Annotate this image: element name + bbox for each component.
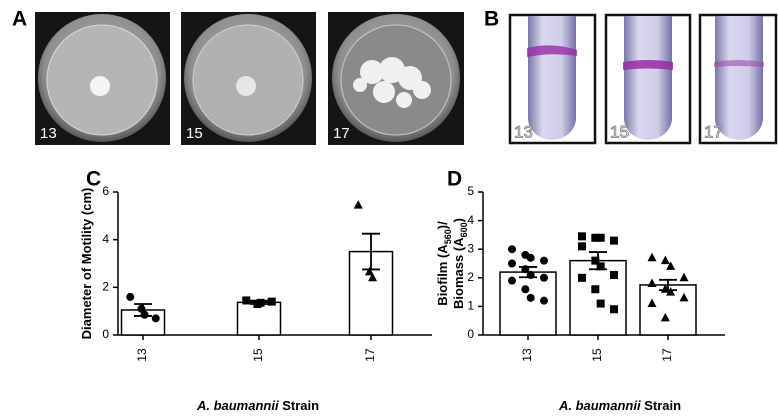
data-point <box>151 314 160 323</box>
data-point <box>666 261 676 270</box>
data-point <box>679 272 689 282</box>
y-label-part: Biofilm (A <box>435 244 450 306</box>
y-tick-label: 4 <box>102 232 109 246</box>
data-point <box>596 262 605 271</box>
y-tick-label: 2 <box>102 280 109 294</box>
x-label-word: Strain <box>282 398 319 413</box>
panel-label: A <box>12 8 27 31</box>
y-label-part: )/ <box>435 221 450 229</box>
y-label-part: ) <box>451 218 466 222</box>
x-tick-label: 15 <box>251 348 265 362</box>
data-point <box>508 276 516 285</box>
data-point <box>368 272 378 282</box>
photo-label: 17 <box>704 122 723 141</box>
data-point <box>660 312 670 322</box>
data-point <box>610 270 618 279</box>
photo-label: 13 <box>514 122 533 141</box>
data-point <box>591 256 600 265</box>
y-tick-label: 0 <box>467 327 474 341</box>
photo-label: 15 <box>610 122 629 141</box>
y-tick-label: 2 <box>467 270 474 284</box>
data-point <box>596 299 605 308</box>
data-point <box>364 266 374 276</box>
data-point <box>267 297 276 306</box>
data-point <box>679 292 689 302</box>
data-point <box>540 256 548 265</box>
data-point <box>521 265 530 274</box>
data-point <box>540 296 548 305</box>
photo-label: 17 <box>333 125 350 142</box>
y-label-part: 600 <box>459 222 469 237</box>
data-point <box>647 298 657 308</box>
data-point <box>126 292 135 301</box>
data-point <box>610 305 618 314</box>
y-tick-label: 0 <box>102 327 109 341</box>
data-point <box>540 273 548 282</box>
y-tick-label: 3 <box>467 241 474 255</box>
data-point <box>578 242 586 251</box>
y-tick-label: 6 <box>102 184 109 198</box>
panel-label: C <box>86 168 101 191</box>
y-label-part: Diameter of Motility (cm) <box>79 188 94 340</box>
y-axis-label: Diameter of Motility (cm) <box>79 188 94 340</box>
y-label-part: 560 <box>443 229 453 244</box>
data-point <box>526 270 535 279</box>
data-point <box>666 287 676 296</box>
data-point <box>596 233 605 242</box>
data-point <box>353 200 363 209</box>
x-axis-label: A. baumannii Strain <box>196 398 319 413</box>
data-point <box>610 236 618 245</box>
x-tick-label: 15 <box>590 348 604 362</box>
data-point <box>526 253 535 262</box>
data-point <box>508 245 516 254</box>
data-point <box>526 293 535 302</box>
data-point <box>140 310 149 319</box>
y-tick-label: 5 <box>467 184 474 198</box>
photo-label: 15 <box>186 125 203 142</box>
y-label-part: Biomass (A <box>451 237 466 309</box>
photo-a <box>35 12 464 145</box>
panel-label: D <box>447 168 462 191</box>
y-axis-label: Biofilm (A560)/Biomass (A600) <box>435 218 469 309</box>
x-axis-label: A. baumannii Strain <box>558 398 681 413</box>
x-label-species: A. baumannii <box>196 398 279 413</box>
panel-label: B <box>484 8 499 31</box>
data-point <box>508 259 516 268</box>
tubes <box>527 16 764 140</box>
x-label-word: Strain <box>644 398 681 413</box>
x-tick-label: 17 <box>660 348 674 362</box>
data-point <box>256 298 265 307</box>
x-tick-label: 13 <box>135 348 149 362</box>
data-point <box>660 284 670 293</box>
data-point <box>137 304 146 313</box>
data-point <box>521 285 530 294</box>
x-label-species: A. baumannii <box>558 398 641 413</box>
data-point <box>242 296 251 305</box>
data-point <box>591 233 600 242</box>
data-point <box>647 278 657 288</box>
data-point <box>578 232 586 241</box>
data-point <box>647 252 657 262</box>
data-point <box>591 285 600 294</box>
error-bar <box>362 232 380 271</box>
x-tick-label: 13 <box>520 348 534 362</box>
data-point <box>660 255 670 265</box>
photo-label: 13 <box>40 125 57 142</box>
data-point <box>578 273 586 282</box>
y-tick-label: 1 <box>467 299 474 313</box>
y-tick-label: 4 <box>467 213 474 227</box>
x-tick-label: 17 <box>363 348 377 362</box>
